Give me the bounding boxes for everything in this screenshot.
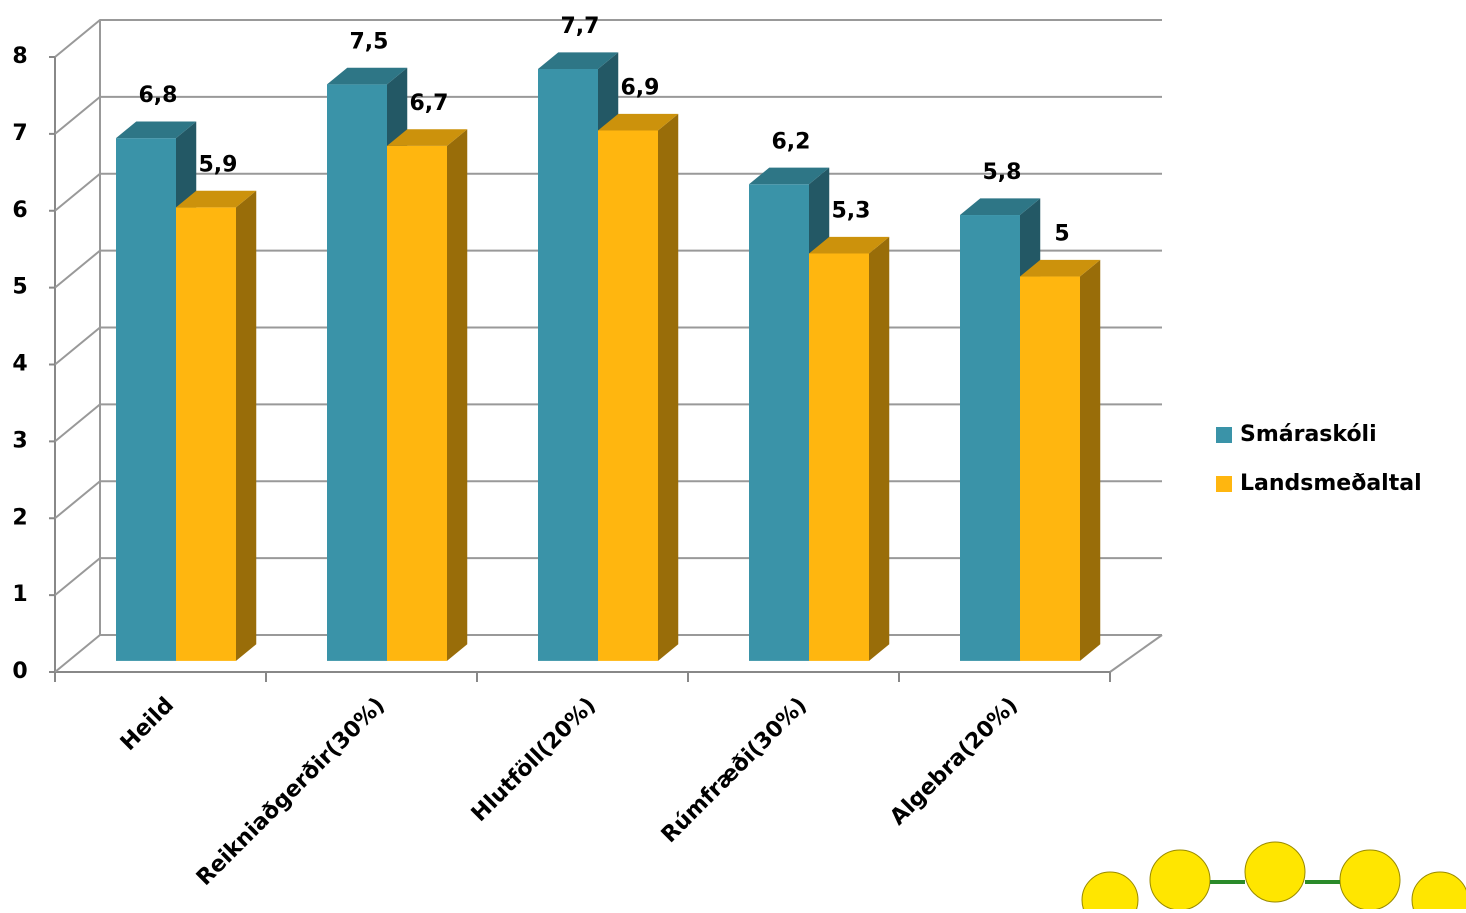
y-tick-label: 4 [12,352,27,377]
bar-top [598,113,679,131]
y-tick-label: 0 [12,659,27,684]
bar [176,207,236,661]
y-tick-label: 8 [12,44,27,69]
y-tick-label: 7 [12,121,27,146]
bar [538,68,598,661]
x-tick-label: Rúmfræði(30%) [657,693,812,848]
legend-swatch [1216,427,1232,443]
x-tick-label: Algebra(20%) [885,693,1022,830]
value-label: 5,9 [199,152,238,177]
legend-swatch [1216,476,1232,492]
bar-top [809,236,890,254]
smiley-decoration [1081,841,1466,913]
bar [116,138,176,661]
bar [1020,276,1080,661]
bar-top [327,67,408,85]
bar [387,145,447,661]
bar [327,84,387,661]
legend-label: Smáraskóli [1240,422,1377,447]
bar-top [1020,259,1101,277]
bar-top [387,129,468,146]
floor-edge [1109,634,1163,673]
value-label: 5 [1054,222,1069,247]
bar-top [538,52,619,69]
value-label: 7,7 [561,14,600,39]
value-label: 6,8 [139,83,178,108]
bar-side [447,129,468,661]
grid-line [54,19,1162,58]
value-label: 5,8 [983,160,1022,185]
bar-top [749,167,830,185]
bar [809,253,869,661]
bar [598,130,658,661]
bar-side [658,113,679,661]
bar-top [176,190,257,208]
grid-line [54,95,1162,135]
x-tick-label: Heild [116,693,179,756]
x-tick-label: Reikniaðgerðir(30%) [192,693,390,891]
y-tick-label: 5 [12,275,27,300]
y-tick-label: 3 [12,428,27,453]
y-tick-label: 2 [12,505,27,530]
bars [116,52,1101,661]
legend-label: Landsmeðaltal [1240,471,1422,496]
bar-side [1080,259,1101,661]
value-label: 5,3 [832,198,871,223]
bar-top [116,121,197,139]
bar-side [869,236,890,661]
bar-top [960,198,1041,216]
bar-side [236,190,257,661]
value-label: 7,5 [350,29,389,54]
value-label: 6,7 [410,91,449,116]
bar [960,215,1020,661]
x-tick-label: Hlutföll(20%) [467,693,601,827]
y-tick-label: 6 [12,198,27,223]
value-label: 6,9 [621,75,660,100]
bar [749,184,809,661]
y-tick-label: 1 [12,582,27,607]
value-label: 6,2 [772,129,811,154]
